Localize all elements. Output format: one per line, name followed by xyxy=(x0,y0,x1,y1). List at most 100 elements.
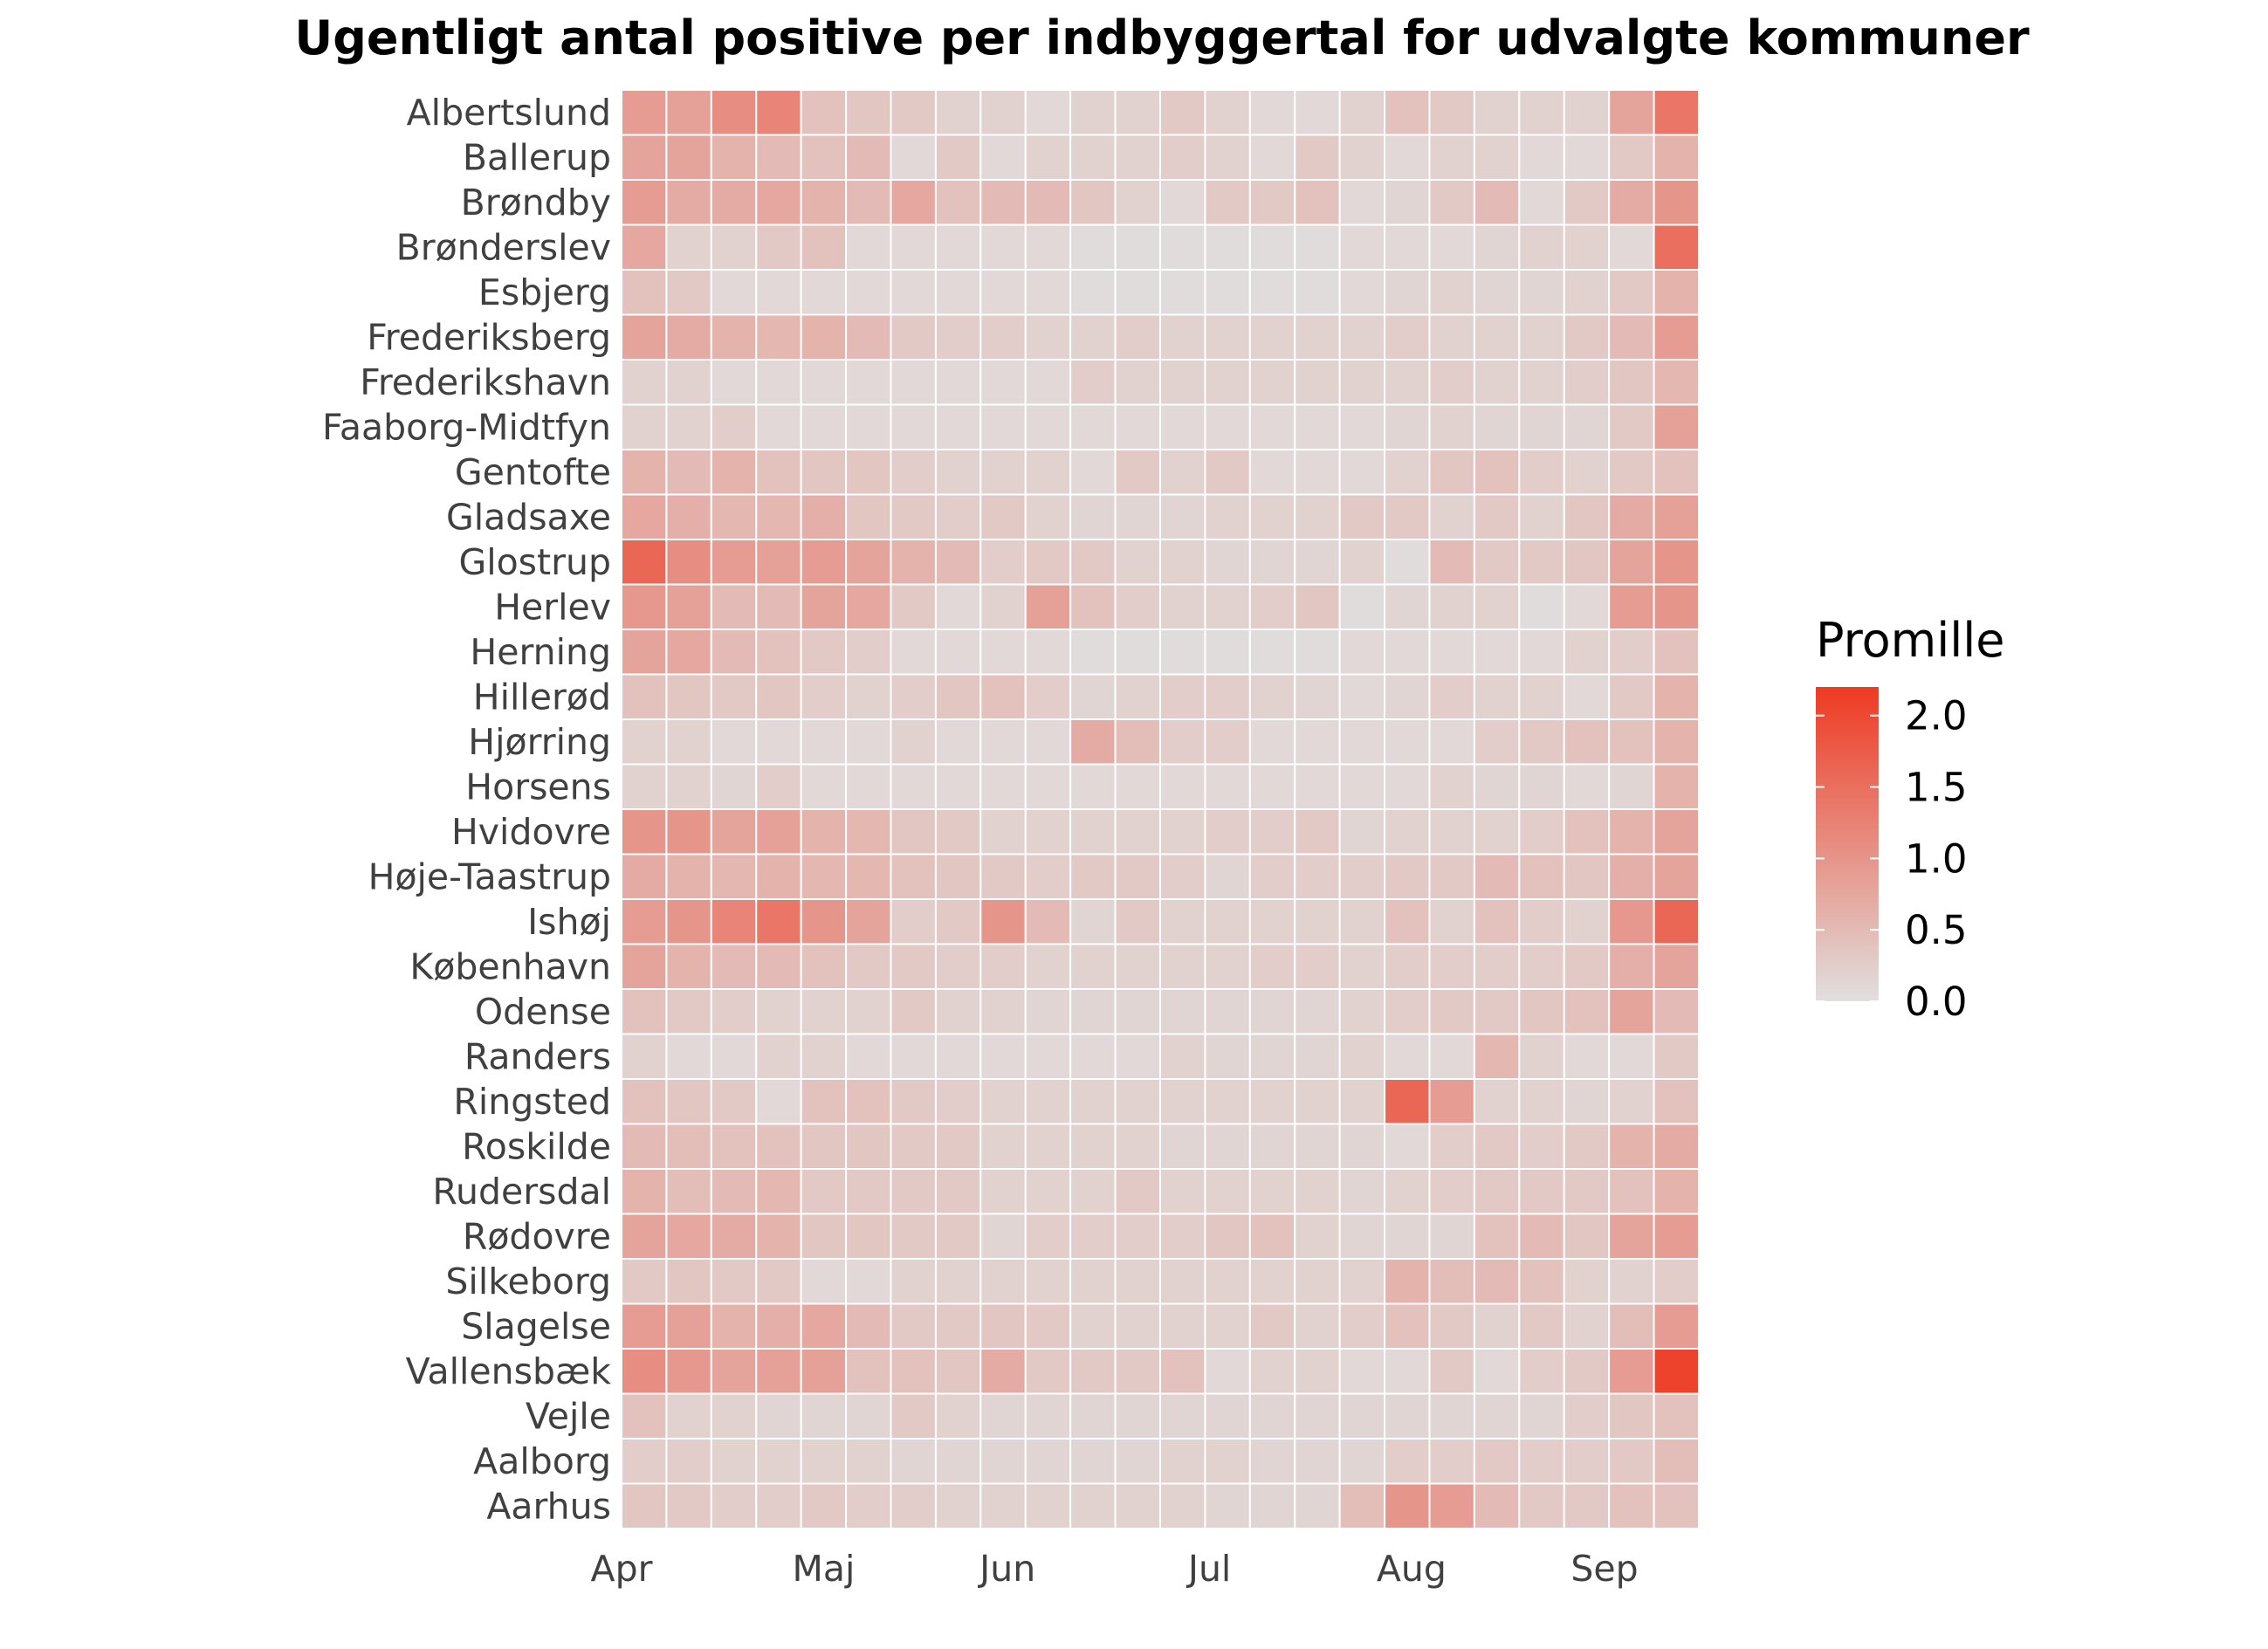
heatmap-cell xyxy=(1024,629,1072,676)
heatmap-cell xyxy=(1518,1302,1565,1350)
heatmap-cell xyxy=(1384,1258,1431,1305)
heatmap-cell xyxy=(1563,898,1611,945)
heatmap-cell xyxy=(979,1258,1027,1305)
heatmap-cell xyxy=(979,1438,1027,1485)
heatmap-cell xyxy=(890,898,937,945)
heatmap-cell xyxy=(1473,943,1521,990)
heatmap-cell xyxy=(1114,763,1161,810)
heatmap-cell xyxy=(1114,269,1161,316)
heatmap-cell xyxy=(710,943,758,990)
heatmap-cell xyxy=(1248,493,1296,540)
y-tick-label: Rudersdal xyxy=(432,1171,611,1213)
heatmap-cell xyxy=(1384,223,1431,271)
heatmap-cell xyxy=(800,403,848,450)
heatmap-cell xyxy=(665,898,712,945)
heatmap-cell xyxy=(890,1258,937,1305)
heatmap-cell xyxy=(979,1482,1027,1529)
heatmap-cell xyxy=(1294,403,1341,450)
heatmap-cell xyxy=(1204,403,1251,450)
y-tick-label: Brøndby xyxy=(461,182,611,223)
heatmap-cell xyxy=(665,359,712,406)
heatmap-cell xyxy=(755,403,802,450)
heatmap-cell xyxy=(1204,1078,1251,1125)
heatmap-cell xyxy=(1069,1078,1117,1125)
heatmap-cell xyxy=(665,269,712,316)
heatmap-cell xyxy=(1473,359,1521,406)
heatmap-cell xyxy=(665,1258,712,1305)
heatmap-cell xyxy=(1518,673,1565,720)
heatmap-cell xyxy=(621,583,668,630)
heatmap-cell xyxy=(755,583,802,630)
heatmap-cell xyxy=(979,359,1027,406)
heatmap-cell xyxy=(1248,1258,1296,1305)
y-tick-label: Silkeborg xyxy=(445,1261,611,1302)
heatmap-cell xyxy=(1204,1033,1251,1080)
heatmap-cell xyxy=(800,1438,848,1485)
heatmap-cell xyxy=(710,583,758,630)
heatmap-cell xyxy=(979,449,1027,496)
heatmap-cell xyxy=(621,988,668,1035)
heatmap-cell xyxy=(1428,583,1475,630)
heatmap-cell xyxy=(1024,493,1072,540)
heatmap-cell xyxy=(1473,808,1521,855)
heatmap-cell xyxy=(1473,223,1521,271)
heatmap-cell xyxy=(934,629,982,676)
heatmap-cell xyxy=(1204,539,1251,586)
heatmap-cell xyxy=(1608,1213,1655,1260)
heatmap-cell xyxy=(979,1123,1027,1170)
heatmap-cell xyxy=(1473,763,1521,810)
heatmap-cell xyxy=(1294,583,1341,630)
heatmap-cell xyxy=(1159,988,1206,1035)
heatmap-cell xyxy=(621,539,668,586)
heatmap-cell xyxy=(1653,943,1700,990)
heatmap-cell xyxy=(1428,1258,1475,1305)
heatmap-cell xyxy=(1518,943,1565,990)
heatmap-cell xyxy=(1114,1438,1161,1485)
heatmap-cell xyxy=(710,1033,758,1080)
heatmap-cell xyxy=(1069,449,1117,496)
heatmap-cell xyxy=(1473,1258,1521,1305)
heatmap-cell xyxy=(1294,493,1341,540)
heatmap-cell xyxy=(1518,493,1565,540)
heatmap-cell xyxy=(1653,898,1700,945)
heatmap-cell xyxy=(1608,988,1655,1035)
x-tick-label: Jun xyxy=(977,1548,1035,1590)
y-tick-label: Odense xyxy=(475,991,611,1033)
legend-tick-label: 2.0 xyxy=(1905,693,1968,739)
heatmap-cell xyxy=(800,134,848,181)
heatmap-cell xyxy=(1248,988,1296,1035)
heatmap-cell xyxy=(1608,763,1655,810)
heatmap-cell xyxy=(800,1213,848,1260)
heatmap-cell xyxy=(755,359,802,406)
heatmap-cell xyxy=(665,1438,712,1485)
heatmap-cell xyxy=(890,1078,937,1125)
heatmap-cell xyxy=(845,1302,892,1350)
heatmap-cell xyxy=(1428,134,1475,181)
heatmap-cell xyxy=(621,1302,668,1350)
heatmap-cell xyxy=(1563,1302,1611,1350)
heatmap-cell xyxy=(890,988,937,1035)
heatmap-cell xyxy=(665,583,712,630)
heatmap-cell xyxy=(1384,763,1431,810)
heatmap-cell xyxy=(1204,853,1251,900)
heatmap-cell xyxy=(1294,269,1341,316)
heatmap-cell xyxy=(1069,359,1117,406)
heatmap-cell xyxy=(979,1168,1027,1215)
heatmap-cell xyxy=(1024,1302,1072,1350)
heatmap-cell xyxy=(621,269,668,316)
heatmap-cell xyxy=(1024,763,1072,810)
heatmap-cell xyxy=(1473,583,1521,630)
heatmap-cell xyxy=(800,943,848,990)
heatmap-cell xyxy=(845,898,892,945)
y-tick-label: Frederikshavn xyxy=(360,361,611,403)
heatmap-cell xyxy=(621,763,668,810)
heatmap-cell xyxy=(665,673,712,720)
heatmap-cell xyxy=(1204,988,1251,1035)
heatmap-cell xyxy=(1024,673,1072,720)
heatmap-cell xyxy=(1473,403,1521,450)
heatmap-cell xyxy=(800,269,848,316)
heatmap-cell xyxy=(1069,1168,1117,1215)
heatmap-cell xyxy=(845,493,892,540)
heatmap-cell xyxy=(1294,1123,1341,1170)
